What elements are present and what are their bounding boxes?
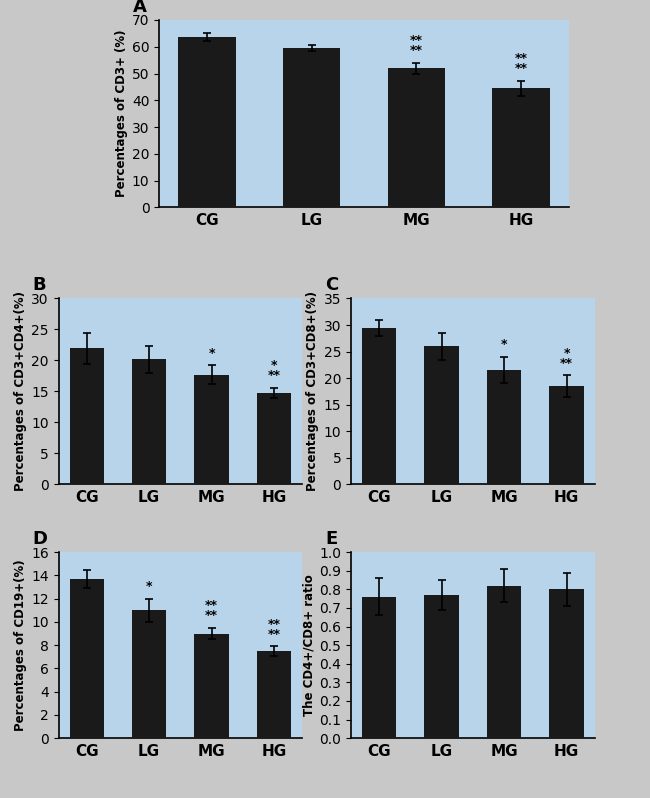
Y-axis label: Percentages of CD3+CD8+(%): Percentages of CD3+CD8+(%) xyxy=(307,291,320,492)
Text: **: ** xyxy=(268,618,281,630)
Bar xyxy=(257,651,291,738)
Bar xyxy=(70,579,104,738)
Bar xyxy=(178,38,235,207)
Y-axis label: Percentages of CD3+CD4+(%): Percentages of CD3+CD4+(%) xyxy=(14,291,27,492)
Text: *: * xyxy=(209,347,215,360)
Bar xyxy=(493,89,550,207)
Bar xyxy=(362,328,396,484)
Text: **: ** xyxy=(410,44,423,57)
Bar xyxy=(194,375,229,484)
Bar xyxy=(549,386,584,484)
Text: C: C xyxy=(325,276,338,294)
Text: **: ** xyxy=(205,599,218,612)
Bar xyxy=(424,346,459,484)
Bar xyxy=(487,370,521,484)
Bar xyxy=(257,393,291,484)
Bar xyxy=(132,610,166,738)
Text: **: ** xyxy=(515,52,528,65)
Text: D: D xyxy=(32,530,47,548)
Text: A: A xyxy=(133,0,147,16)
Bar xyxy=(70,348,104,484)
Text: *: * xyxy=(564,346,570,360)
Text: **: ** xyxy=(410,34,423,47)
Text: **: ** xyxy=(560,357,573,370)
Text: **: ** xyxy=(515,62,528,75)
Text: **: ** xyxy=(268,628,281,641)
Bar xyxy=(487,586,521,738)
Y-axis label: The CD4+/CD8+ ratio: The CD4+/CD8+ ratio xyxy=(302,575,315,716)
Text: E: E xyxy=(325,530,337,548)
Bar xyxy=(194,634,229,738)
Bar xyxy=(283,48,341,207)
Bar xyxy=(132,359,166,484)
Text: **: ** xyxy=(205,609,218,622)
Text: **: ** xyxy=(268,369,281,382)
Bar xyxy=(387,68,445,207)
Text: *: * xyxy=(271,359,278,372)
Bar xyxy=(549,590,584,738)
Text: *: * xyxy=(501,338,508,351)
Y-axis label: Percentages of CD3+ (%): Percentages of CD3+ (%) xyxy=(115,30,128,197)
Y-axis label: Percentages of CD19+(%): Percentages of CD19+(%) xyxy=(14,559,27,731)
Text: B: B xyxy=(32,276,46,294)
Bar xyxy=(362,597,396,738)
Bar xyxy=(424,595,459,738)
Text: *: * xyxy=(146,580,152,593)
